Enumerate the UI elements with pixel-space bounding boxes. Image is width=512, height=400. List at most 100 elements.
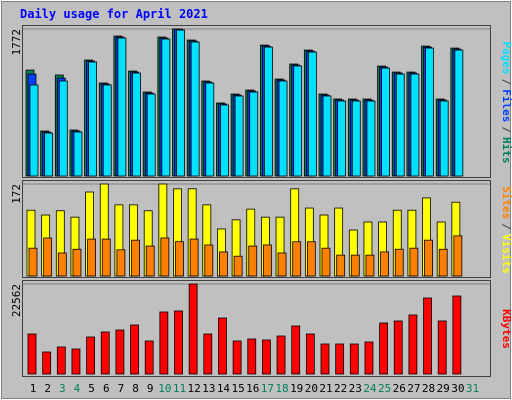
x-tick-label: 28 bbox=[422, 382, 435, 395]
bar bbox=[205, 82, 215, 177]
bar bbox=[220, 104, 229, 177]
bar bbox=[131, 239, 140, 277]
bar bbox=[189, 238, 199, 277]
legend: Sites / Visits bbox=[500, 186, 512, 274]
x-tick-label: 15 bbox=[231, 382, 244, 395]
bar bbox=[203, 333, 213, 375]
y-tick-label: 172 bbox=[10, 184, 23, 204]
bar bbox=[453, 235, 463, 277]
x-tick-label: 18 bbox=[275, 382, 288, 395]
legend-entry: Visits bbox=[500, 234, 512, 274]
x-tick-label: 14 bbox=[217, 382, 231, 395]
bar bbox=[350, 254, 360, 277]
x-tick-label: 31 bbox=[466, 382, 479, 395]
bar bbox=[56, 346, 66, 375]
x-tick-label: 8 bbox=[132, 382, 139, 395]
bar bbox=[292, 241, 302, 277]
bar bbox=[337, 100, 347, 177]
x-tick-label: 12 bbox=[188, 382, 201, 395]
bar bbox=[132, 72, 141, 177]
bar bbox=[394, 248, 404, 277]
x-tick-label: 3 bbox=[59, 382, 66, 395]
x-tick-label: 24 bbox=[363, 382, 377, 395]
x-tick-label: 23 bbox=[349, 382, 362, 395]
x-tick-label: 11 bbox=[173, 382, 186, 395]
bar bbox=[73, 131, 83, 177]
bar bbox=[234, 95, 244, 177]
bar bbox=[188, 283, 198, 375]
bar bbox=[176, 29, 185, 177]
legend-entry: Hits bbox=[500, 137, 512, 164]
bar bbox=[144, 340, 154, 375]
x-tick-label: 6 bbox=[103, 382, 110, 395]
bar bbox=[291, 325, 301, 375]
bar bbox=[115, 329, 125, 375]
bar bbox=[117, 37, 127, 177]
bar bbox=[28, 247, 38, 277]
legend: KBytes bbox=[500, 309, 512, 349]
bar bbox=[218, 317, 227, 375]
x-tick-label: 17 bbox=[261, 382, 274, 395]
bar bbox=[71, 348, 81, 375]
legend-separator: / bbox=[500, 223, 512, 230]
x-tick-label: 22 bbox=[334, 382, 347, 395]
bar bbox=[321, 247, 331, 277]
bar bbox=[145, 245, 155, 277]
bar bbox=[27, 333, 37, 375]
bar bbox=[44, 132, 54, 177]
bar bbox=[42, 351, 52, 375]
x-tick-label: 2 bbox=[44, 382, 51, 395]
bar bbox=[247, 338, 257, 375]
legend-separator: / bbox=[500, 79, 512, 86]
bar bbox=[379, 322, 389, 375]
bar bbox=[175, 241, 184, 277]
bar bbox=[130, 324, 139, 375]
bar bbox=[452, 295, 462, 375]
bar bbox=[307, 51, 317, 177]
bar bbox=[410, 73, 420, 177]
x-tick-label: 27 bbox=[407, 382, 420, 395]
bar bbox=[232, 340, 242, 375]
bar bbox=[261, 339, 271, 375]
bar bbox=[408, 314, 418, 375]
bar bbox=[87, 238, 96, 277]
bar bbox=[365, 254, 375, 277]
legend-entry: Pages bbox=[500, 42, 512, 75]
x-tick-label: 4 bbox=[74, 382, 81, 395]
x-tick-label: 30 bbox=[451, 382, 464, 395]
bar bbox=[438, 248, 448, 277]
bar bbox=[305, 333, 315, 375]
bar bbox=[381, 67, 391, 177]
legend-entry: Files bbox=[500, 89, 512, 122]
bar bbox=[204, 244, 214, 277]
bar bbox=[437, 320, 447, 375]
bar bbox=[100, 331, 110, 375]
bar bbox=[335, 343, 345, 375]
bar bbox=[366, 100, 376, 177]
bar bbox=[293, 65, 303, 177]
bar bbox=[160, 237, 170, 277]
bar bbox=[278, 80, 288, 177]
bar bbox=[86, 336, 95, 375]
x-tick-label: 5 bbox=[88, 382, 95, 395]
bar bbox=[277, 252, 287, 277]
bar bbox=[72, 248, 82, 277]
x-tick-label: 25 bbox=[378, 382, 391, 395]
x-tick-label: 1 bbox=[30, 382, 37, 395]
bar bbox=[190, 41, 200, 177]
x-tick-label: 13 bbox=[202, 382, 215, 395]
bar bbox=[159, 311, 169, 375]
bar bbox=[320, 343, 330, 375]
x-tick-label: 21 bbox=[319, 382, 332, 395]
x-tick-label: 19 bbox=[290, 382, 303, 395]
bar bbox=[351, 100, 361, 177]
bar bbox=[409, 247, 419, 277]
bar bbox=[423, 297, 432, 375]
legend-separator: / bbox=[500, 126, 512, 133]
bar bbox=[336, 254, 346, 277]
x-tick-label: 20 bbox=[305, 382, 318, 395]
bar bbox=[349, 343, 359, 375]
bar bbox=[439, 100, 449, 177]
bar bbox=[425, 47, 434, 177]
bar bbox=[248, 245, 258, 277]
